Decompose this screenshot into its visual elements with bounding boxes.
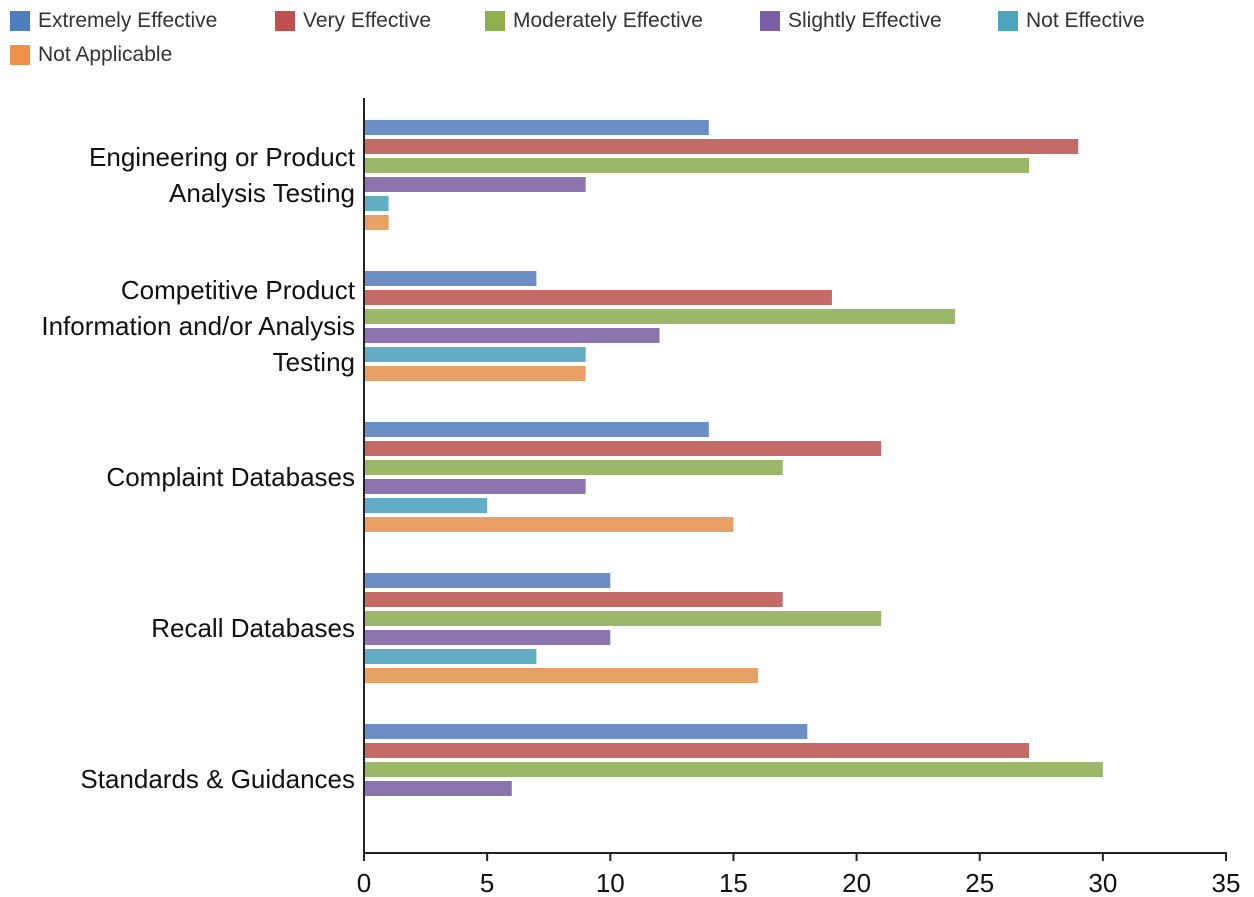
bar xyxy=(365,592,783,607)
bar xyxy=(365,573,611,588)
category-label: Testing xyxy=(273,347,355,377)
x-tick-label: 0 xyxy=(357,868,371,897)
legend-swatch xyxy=(10,45,30,65)
category-label: Engineering or Product xyxy=(89,142,356,172)
category-label: Standards & Guidances xyxy=(80,764,355,794)
bar xyxy=(365,743,1029,758)
x-tick-labels: 0 5 10 15 20 25 30 35 xyxy=(357,868,1241,897)
legend-item: Slightly Effective xyxy=(760,6,942,36)
category-label: Competitive Product xyxy=(121,275,356,305)
bar xyxy=(365,347,586,362)
bar xyxy=(365,498,488,513)
x-tick-label: 20 xyxy=(842,868,871,897)
bar xyxy=(365,441,882,456)
legend-item: Moderately Effective xyxy=(485,6,703,36)
legend-item: Not Applicable xyxy=(10,40,172,70)
bar xyxy=(365,158,1029,173)
x-tick-label: 10 xyxy=(596,868,625,897)
bar xyxy=(365,196,389,211)
bars-group xyxy=(365,120,1103,796)
category-labels: Engineering or Product Analysis Testing Co… xyxy=(41,142,355,794)
bar xyxy=(365,460,783,475)
bar xyxy=(365,611,882,626)
bar xyxy=(365,422,709,437)
bar xyxy=(365,177,586,192)
bar xyxy=(365,479,586,494)
bar xyxy=(365,215,389,230)
bar xyxy=(365,366,586,381)
bar xyxy=(365,271,537,286)
bar xyxy=(365,668,759,683)
x-tick-label: 35 xyxy=(1212,868,1241,897)
bar xyxy=(365,762,1103,777)
x-tick-label: 25 xyxy=(965,868,994,897)
legend-swatch xyxy=(485,11,505,31)
legend-item: Very Effective xyxy=(275,6,431,36)
legend-item: Not Effective xyxy=(998,6,1145,36)
legend-label: Not Applicable xyxy=(38,43,173,66)
bar xyxy=(365,517,734,532)
legend-label: Slightly Effective xyxy=(788,9,942,32)
legend-label: Extremely Effective xyxy=(38,9,218,32)
legend-swatch xyxy=(275,11,295,31)
legend-swatch xyxy=(10,11,30,31)
category-label: Complaint Databases xyxy=(106,462,355,492)
category-label: Analysis Testing xyxy=(169,178,355,208)
bar xyxy=(365,120,709,135)
bar xyxy=(365,328,660,343)
x-tick-label: 30 xyxy=(1088,868,1117,897)
x-tick-label: 5 xyxy=(480,868,494,897)
bar xyxy=(365,139,1079,154)
bar xyxy=(365,781,512,796)
legend-item: Extremely Effective xyxy=(10,6,217,36)
legend-swatch xyxy=(760,11,780,31)
legend-label: Moderately Effective xyxy=(513,9,703,32)
legend-label: Not Effective xyxy=(1026,9,1145,32)
bar xyxy=(365,630,611,645)
legend-label: Very Effective xyxy=(303,9,432,32)
bar xyxy=(365,724,808,739)
x-tick-label: 15 xyxy=(719,868,748,897)
legend-swatch xyxy=(998,11,1018,31)
chart-legend: Extremely Effective Very Effective Moderat… xyxy=(10,6,1240,72)
category-label: Information and/or Analysis xyxy=(41,311,355,341)
axes-group xyxy=(363,98,1227,861)
bar xyxy=(365,649,537,664)
category-label: Recall Databases xyxy=(151,613,355,643)
bar xyxy=(365,309,956,324)
bar xyxy=(365,290,832,305)
